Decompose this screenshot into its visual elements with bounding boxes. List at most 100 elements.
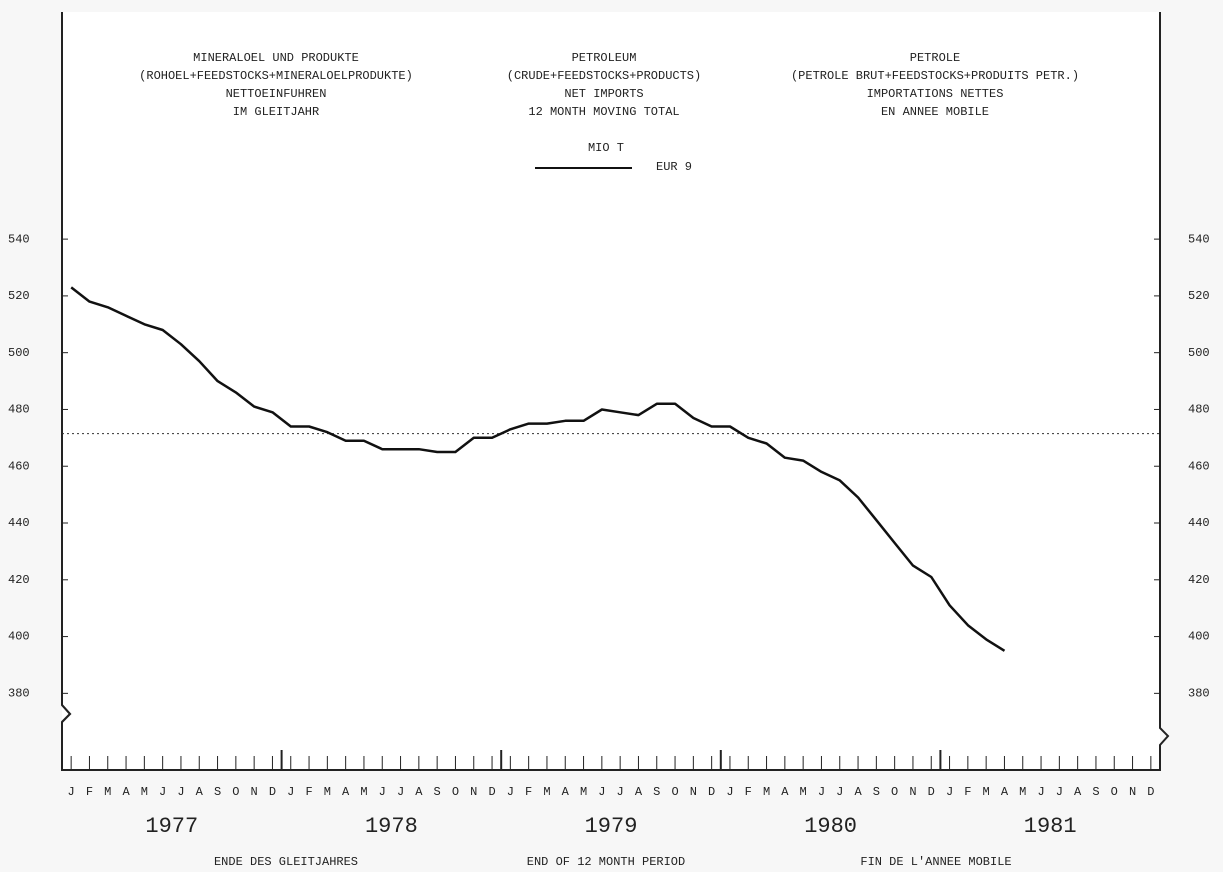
x-tick-label: A	[1001, 785, 1009, 799]
x-tick-label: A	[415, 785, 423, 799]
data-line	[70, 286, 1006, 652]
x-tick-label: J	[68, 785, 75, 799]
y-tick-label-right: 420	[1188, 573, 1210, 587]
x-tick-label: M	[543, 785, 550, 799]
x-tick-label: F	[525, 785, 532, 799]
y-tick-label-right: 500	[1188, 346, 1210, 360]
x-tick-label: M	[800, 785, 807, 799]
x-tick-label: M	[360, 785, 367, 799]
x-tick-label: M	[1019, 785, 1026, 799]
y-tick-label: 440	[8, 516, 30, 530]
y-tick-label-right: 460	[1188, 459, 1210, 473]
y-tick-label-right: 540	[1188, 232, 1210, 246]
legend-label: EUR 9	[656, 160, 692, 174]
header-line: PETROLEUM	[572, 51, 637, 65]
y-tick-label-right: 480	[1188, 403, 1210, 417]
x-tick-label: J	[177, 785, 184, 799]
x-tick-label: J	[507, 785, 514, 799]
y-tick-label-right: 380	[1188, 687, 1210, 701]
x-tick-label: F	[86, 785, 93, 799]
x-tick-label: J	[598, 785, 605, 799]
x-tick-label: J	[159, 785, 166, 799]
x-tick-label: J	[1056, 785, 1063, 799]
x-tick-label: O	[891, 785, 898, 799]
x-tick-label: A	[854, 785, 862, 799]
x-tick-label: N	[251, 785, 258, 799]
x-tick-label: A	[635, 785, 643, 799]
header-line: MINERALOEL UND PRODUKTE	[193, 51, 359, 65]
x-tick-label: M	[324, 785, 331, 799]
y-tick-label: 420	[8, 573, 30, 587]
x-tick-label: D	[488, 785, 495, 799]
x-tick-label: S	[873, 785, 880, 799]
header-line: (ROHOEL+FEEDSTOCKS+MINERALOELPRODUKTE)	[139, 69, 413, 83]
x-tick-label: J	[818, 785, 825, 799]
y-tick-label: 500	[8, 346, 30, 360]
y-tick-label: 480	[8, 403, 30, 417]
x-tick-label: M	[763, 785, 770, 799]
plot-area	[62, 12, 1160, 770]
x-tick-label: O	[1111, 785, 1118, 799]
x-tick-label: A	[196, 785, 204, 799]
x-tick-label: J	[1037, 785, 1044, 799]
x-tick-label: O	[232, 785, 239, 799]
header-line: NETTOEINFUHREN	[226, 87, 327, 101]
x-tick-label: J	[946, 785, 953, 799]
x-tick-label: S	[434, 785, 441, 799]
x-tick-label: N	[470, 785, 477, 799]
x-tick-label: A	[781, 785, 789, 799]
x-tick-label: O	[671, 785, 678, 799]
header-line: EN ANNEE MOBILE	[881, 105, 989, 119]
y-tick-label: 460	[8, 459, 30, 473]
year-label: 1977	[145, 814, 198, 839]
x-tick-label: N	[1129, 785, 1136, 799]
x-tick-label: D	[928, 785, 935, 799]
x-tick-label: N	[690, 785, 697, 799]
header-line: IM GLEITJAHR	[233, 105, 319, 119]
y-tick-label: 540	[8, 232, 30, 246]
x-tick-label: J	[287, 785, 294, 799]
header-line: 12 MONTH MOVING TOTAL	[528, 105, 679, 119]
x-tick-label: S	[653, 785, 660, 799]
x-tick-label: F	[305, 785, 312, 799]
x-tick-label: J	[726, 785, 733, 799]
x-tick-label: M	[983, 785, 990, 799]
y-tick-label: 520	[8, 289, 30, 303]
header-line: (CRUDE+FEEDSTOCKS+PRODUCTS)	[507, 69, 701, 83]
x-tick-label: J	[617, 785, 624, 799]
header-line: PETROLE	[910, 51, 960, 65]
header-line: (PETROLE BRUT+FEEDSTOCKS+PRODUITS PETR.)	[791, 69, 1079, 83]
y-tick-label-right: 520	[1188, 289, 1210, 303]
x-tick-label: O	[452, 785, 459, 799]
x-tick-label: S	[214, 785, 221, 799]
axis-break	[61, 704, 72, 723]
y-tick-label: 380	[8, 687, 30, 701]
x-tick-label: M	[141, 785, 148, 799]
x-axis-label: ENDE DES GLEITJAHRES	[214, 855, 358, 869]
year-label: 1978	[365, 814, 418, 839]
x-tick-label: D	[269, 785, 276, 799]
x-tick-label: D	[708, 785, 715, 799]
x-axis-label: FIN DE L'ANNEE MOBILE	[860, 855, 1011, 869]
x-tick-label: M	[104, 785, 111, 799]
year-label: 1981	[1024, 814, 1077, 839]
x-tick-label: A	[1074, 785, 1082, 799]
x-tick-label: N	[909, 785, 916, 799]
x-tick-label: J	[379, 785, 386, 799]
header-line: NET IMPORTS	[564, 87, 643, 101]
header-line: IMPORTATIONS NETTES	[867, 87, 1004, 101]
y-tick-label-right: 440	[1188, 516, 1210, 530]
x-tick-label: J	[836, 785, 843, 799]
year-label: 1979	[585, 814, 638, 839]
x-tick-label: A	[562, 785, 570, 799]
year-label: 1980	[804, 814, 857, 839]
x-tick-label: A	[122, 785, 130, 799]
x-tick-label: J	[397, 785, 404, 799]
x-tick-label: A	[342, 785, 350, 799]
unit-label: MIO T	[588, 141, 624, 155]
y-tick-label: 400	[8, 630, 30, 644]
x-tick-label: F	[964, 785, 971, 799]
y-tick-label-right: 400	[1188, 630, 1210, 644]
